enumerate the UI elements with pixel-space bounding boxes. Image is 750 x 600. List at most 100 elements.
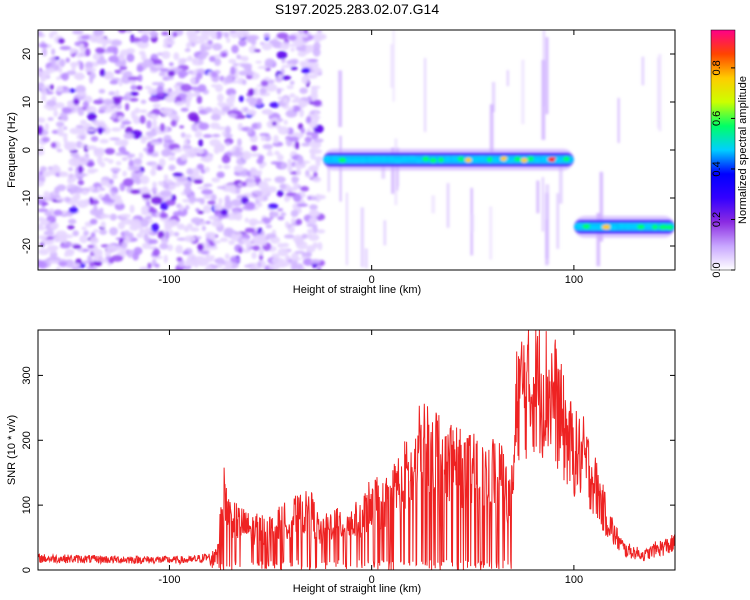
noise-blob bbox=[175, 244, 183, 254]
noise-blob bbox=[55, 197, 67, 201]
noise-blob bbox=[266, 152, 274, 157]
noise-blob bbox=[68, 167, 73, 172]
noise-blob bbox=[55, 230, 67, 238]
noise-blob bbox=[290, 66, 298, 71]
noise-blob bbox=[287, 164, 293, 173]
noise-blob bbox=[195, 208, 200, 212]
noise-blob bbox=[128, 159, 134, 169]
noise-blob bbox=[51, 30, 58, 36]
noise-blob bbox=[136, 65, 144, 73]
spectrogram-ytick-label: 0 bbox=[21, 147, 33, 153]
noise-blob bbox=[216, 93, 224, 103]
noise-blob bbox=[85, 145, 98, 150]
noise-blob bbox=[223, 164, 231, 170]
noise-blob bbox=[214, 58, 222, 67]
track-peak bbox=[658, 224, 669, 230]
track-peak bbox=[651, 224, 659, 230]
noise-blob bbox=[129, 97, 139, 102]
noise-blob bbox=[39, 166, 47, 172]
track-peak bbox=[399, 156, 409, 162]
noise-blob bbox=[158, 158, 166, 168]
noise-blob bbox=[306, 223, 318, 228]
noise-streak bbox=[360, 207, 364, 268]
noise-blob bbox=[145, 130, 157, 137]
noise-blob bbox=[99, 229, 107, 235]
colorbar-tick-label: 0.2 bbox=[711, 212, 723, 227]
noise-blob bbox=[203, 194, 212, 200]
noise-blob bbox=[238, 39, 247, 47]
noise-blob bbox=[38, 180, 45, 187]
noise-blob bbox=[152, 248, 160, 257]
noise-blob bbox=[108, 91, 116, 96]
spectrogram-ylabel: Frequency (Hz) bbox=[6, 112, 18, 188]
noise-blob bbox=[284, 194, 290, 203]
noise-blob bbox=[312, 176, 322, 183]
spectrogram-xtick-label: 100 bbox=[565, 274, 583, 286]
noise-blob bbox=[183, 138, 189, 146]
noise-streak bbox=[542, 30, 546, 107]
snr-ticks: -100 0 100 0 100 200 300 bbox=[21, 330, 675, 586]
noise-blob bbox=[308, 174, 313, 179]
noise-blob bbox=[179, 58, 189, 62]
noise-blob bbox=[73, 98, 80, 105]
noise-blob bbox=[254, 235, 261, 244]
noise-blob bbox=[111, 173, 118, 180]
noise-blob bbox=[290, 217, 297, 223]
noise-blob bbox=[238, 70, 250, 76]
noise-blob bbox=[111, 255, 124, 262]
noise-blob bbox=[232, 63, 239, 67]
noise-blob bbox=[306, 245, 316, 253]
noise-blob bbox=[89, 197, 94, 204]
noise-blob bbox=[46, 215, 56, 222]
noise-blob bbox=[54, 102, 65, 109]
noise-blob bbox=[76, 199, 89, 209]
noise-streak bbox=[545, 37, 549, 115]
noise-blob bbox=[260, 80, 269, 87]
noise-blob bbox=[256, 241, 267, 246]
noise-blob bbox=[172, 31, 178, 38]
track-peak bbox=[444, 156, 452, 162]
noise-blob bbox=[117, 30, 127, 34]
noise-blob bbox=[126, 53, 135, 63]
noise-blob bbox=[256, 202, 263, 208]
noise-blob bbox=[89, 261, 95, 268]
noise-blob bbox=[53, 209, 63, 216]
noise-blob bbox=[119, 65, 128, 71]
noise-blob bbox=[52, 164, 59, 170]
noise-blob bbox=[176, 257, 183, 262]
noise-blob bbox=[211, 134, 221, 138]
noise-blob bbox=[289, 93, 296, 98]
noise-blob bbox=[103, 157, 110, 162]
noise-blob bbox=[310, 148, 323, 155]
noise-blob bbox=[100, 179, 107, 187]
noise-blob bbox=[122, 156, 130, 160]
noise-blob bbox=[40, 171, 51, 178]
noise-blob bbox=[304, 136, 312, 143]
noise-blob bbox=[161, 107, 173, 116]
noise-blob bbox=[186, 223, 193, 229]
noise-blob bbox=[170, 119, 177, 127]
noise-blob bbox=[151, 196, 163, 205]
track-peak bbox=[582, 224, 592, 230]
noise-streak bbox=[641, 56, 645, 86]
noise-blob bbox=[141, 30, 151, 35]
noise-blob bbox=[221, 154, 231, 164]
noise-blob bbox=[133, 178, 142, 185]
noise-streak bbox=[470, 214, 475, 233]
noise-blob bbox=[251, 183, 257, 187]
noise-blob bbox=[58, 261, 68, 267]
noise-blob bbox=[184, 134, 192, 139]
noise-blob bbox=[41, 47, 48, 57]
track-peak bbox=[357, 157, 368, 163]
noise-blob bbox=[140, 205, 150, 214]
noise-blob bbox=[56, 148, 63, 153]
noise-blob bbox=[306, 116, 312, 124]
track-peak bbox=[554, 157, 564, 163]
noise-blob bbox=[298, 133, 305, 138]
noise-blob bbox=[98, 109, 106, 114]
noise-blob bbox=[225, 142, 230, 146]
noise-blob bbox=[68, 157, 80, 167]
noise-blob bbox=[187, 33, 199, 42]
noise-blob bbox=[54, 236, 62, 241]
noise-blob bbox=[179, 125, 185, 129]
